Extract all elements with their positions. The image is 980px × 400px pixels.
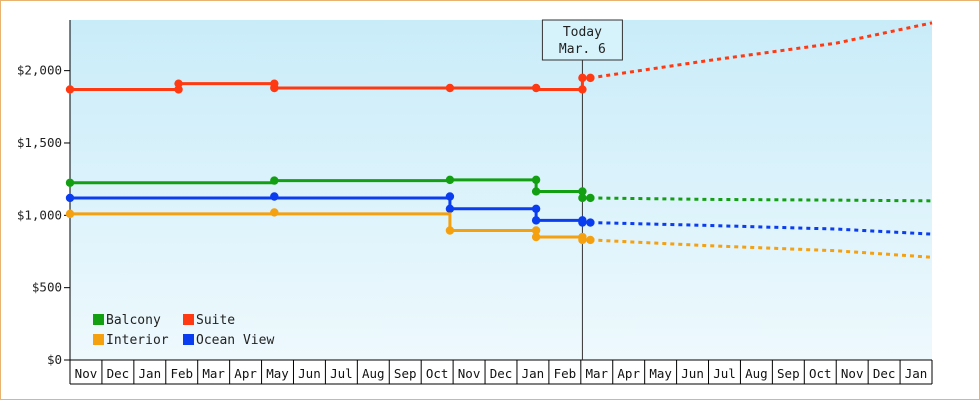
y-tick-label: $500 [32,280,62,295]
data-point-suite [174,85,183,94]
x-month-label: Aug [362,366,385,381]
x-month-label: Nov [841,366,864,381]
x-month-label: Feb [170,366,193,381]
y-tick-label: $1,500 [17,135,62,150]
today-label-box [541,19,623,61]
data-point-ocean-view [586,218,595,227]
forecast-line-interior [590,238,933,259]
data-point-balcony [445,175,455,185]
forecast-line-balcony [590,196,933,203]
data-point-balcony [578,193,587,203]
x-month-label: Mar [202,366,225,381]
data-point-interior [445,226,455,235]
forecast-line-suite [590,21,933,80]
x-month-label: Jan [905,366,928,381]
x-month-label: Mar [585,366,608,381]
x-month-label: Nov [75,366,98,381]
data-point-suite [270,83,279,93]
legend-swatch-ocean-view [183,334,194,345]
x-month-label: Jan [522,366,545,381]
x-month-label: Dec [873,366,896,381]
x-month-label: Apr [617,366,640,381]
x-month-label: Oct [426,366,449,381]
legend-swatch-suite [183,314,194,325]
x-month-label: Sep [394,366,417,381]
data-point-ocean-view [578,218,587,227]
x-month-label: Jun [681,366,704,381]
data-point-suite [531,83,541,93]
y-tick-label: $2,000 [17,63,62,78]
y-tick-label: $0 [47,352,62,367]
legend-label-suite: Suite [196,313,235,328]
legend-label-ocean-view: Ocean View [196,333,274,348]
today-label-line2: Mar. 6 [559,42,606,57]
x-month-label: Dec [490,366,513,381]
data-point-ocean-view [270,192,279,201]
data-point-suite [174,79,183,88]
data-point-interior [586,235,595,245]
x-month-label: Sep [777,366,800,381]
data-point-balcony [578,187,587,196]
data-point-suite [586,73,595,83]
data-point-suite [65,85,75,94]
forecast-line-ocean-view [590,221,933,236]
data-point-interior [578,235,587,245]
legend-label-balcony: Balcony [106,313,161,328]
data-point-suite [445,83,455,93]
data-point-balcony [65,178,75,187]
x-month-label: Jul [330,366,353,381]
x-month-label: Jul [713,366,736,381]
x-month-label: Nov [458,366,481,381]
x-month-label: May [266,366,289,381]
data-point-ocean-view [531,216,541,225]
data-point-ocean-view [445,204,455,214]
x-month-label: May [649,366,672,381]
data-point-balcony [270,176,279,185]
legend-label-interior: Interior [106,333,169,348]
data-point-balcony [531,187,541,196]
data-point-interior [270,208,279,217]
x-month-label: Feb [554,366,577,381]
y-tick-label: $1,000 [17,207,62,222]
data-point-interior [65,209,75,219]
x-month-label: Aug [745,366,768,381]
x-month-label: Oct [809,366,832,381]
x-month-label: Dec [107,366,130,381]
data-point-interior [531,232,541,242]
legend-swatch-interior [93,334,104,345]
data-point-ocean-view [65,193,75,203]
x-month-label: Jun [298,366,321,381]
x-month-label: Apr [234,366,257,381]
data-point-suite [578,73,587,83]
x-month-label: Jan [139,366,162,381]
data-point-ocean-view [445,192,455,201]
data-point-balcony [531,175,541,185]
data-point-ocean-view [531,204,541,214]
plot-background [70,20,932,360]
data-point-interior [531,226,541,235]
data-point-suite [578,85,587,94]
today-label-line1: Today [563,25,602,40]
legend-swatch-balcony [93,314,104,325]
data-point-balcony [586,193,595,203]
